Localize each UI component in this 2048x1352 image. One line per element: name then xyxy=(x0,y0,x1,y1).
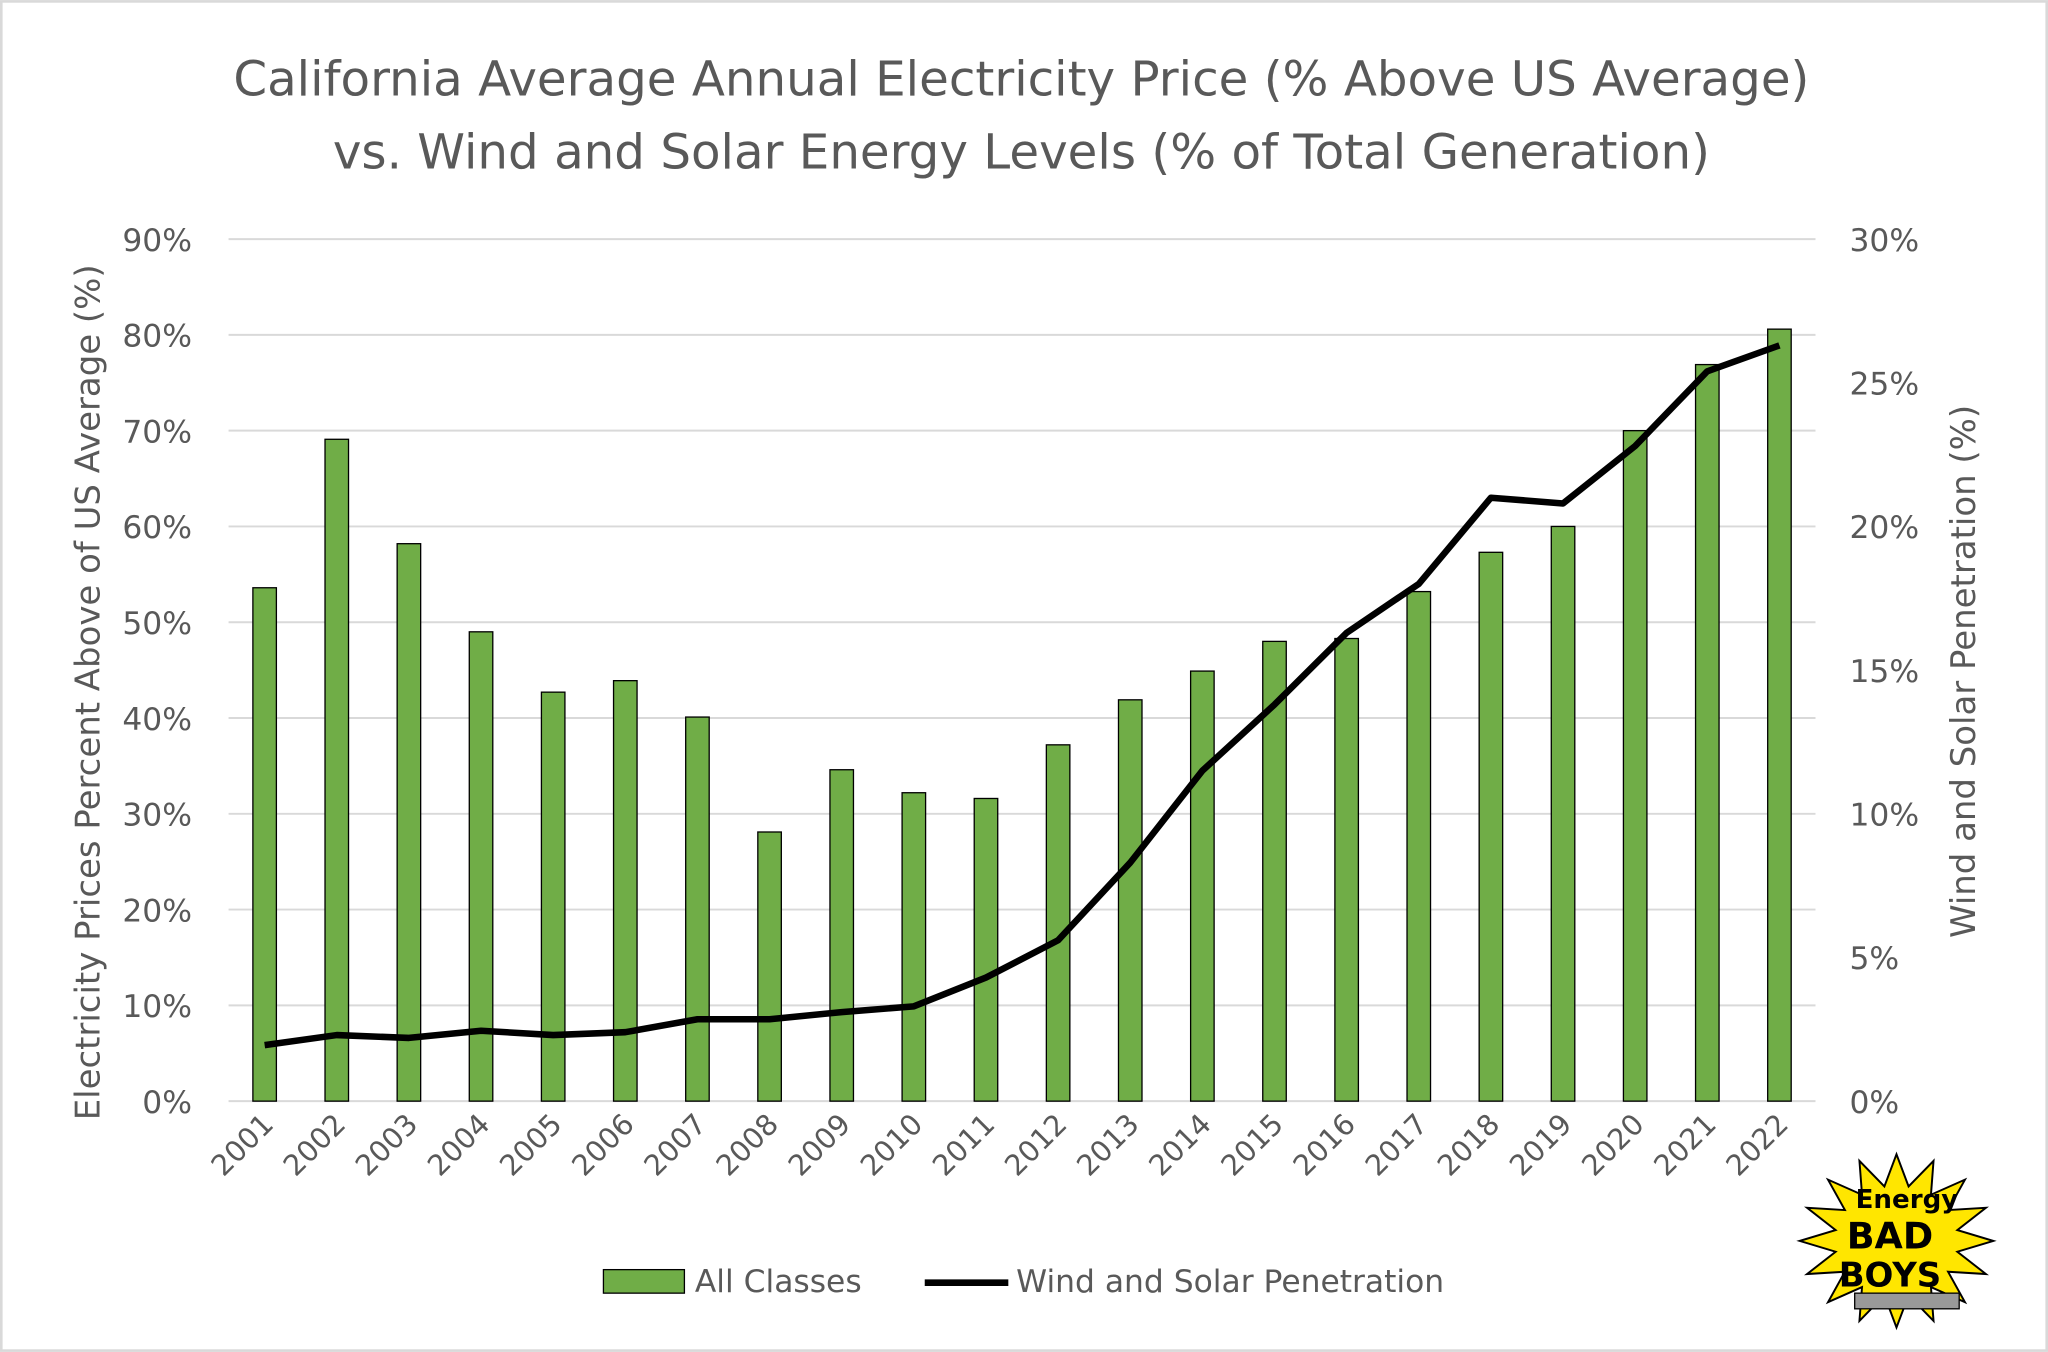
y2-tick-label: 15% xyxy=(1849,654,1919,690)
svg-text:BOYS: BOYS xyxy=(1839,1256,1942,1296)
bar-2007 xyxy=(685,716,710,1102)
y-tick-label: 0% xyxy=(142,1085,192,1121)
bar-2003 xyxy=(396,543,422,1102)
y-tick-label: 90% xyxy=(122,223,192,259)
bar-2010 xyxy=(901,792,927,1102)
bar-2004 xyxy=(468,631,494,1102)
bar-2013 xyxy=(1117,699,1143,1102)
bar-2014 xyxy=(1189,670,1215,1102)
y-tick-label: 60% xyxy=(122,510,192,546)
bar-2018 xyxy=(1478,551,1504,1102)
bar-2020 xyxy=(1622,430,1648,1102)
bar-2006 xyxy=(612,680,638,1102)
y-tick-label: 80% xyxy=(122,319,192,355)
bar-2015 xyxy=(1262,640,1287,1102)
y2-tick-label: 5% xyxy=(1849,941,1899,977)
bar-2022 xyxy=(1767,328,1792,1102)
y2-tick-label: 10% xyxy=(1849,798,1919,834)
line-series xyxy=(264,342,1781,1049)
y-tick-label: 30% xyxy=(122,798,192,834)
legend-label-bars: All Classes xyxy=(695,1264,862,1300)
legend: All Classes Wind and Solar Penetration xyxy=(602,1264,1444,1300)
svg-text:BAD: BAD xyxy=(1847,1215,1934,1258)
y2-tick-label: 25% xyxy=(1849,367,1919,403)
y-tick-label: 10% xyxy=(122,989,192,1025)
svg-text:Energy: Energy xyxy=(1856,1185,1959,1215)
y2-tick-label: 30% xyxy=(1849,223,1919,259)
y-axis-label: Electricity Prices Percent Above of US A… xyxy=(68,264,108,1120)
bar-2021 xyxy=(1694,363,1720,1102)
chart-title-line1: California Average Annual Electricity Pr… xyxy=(233,51,1809,107)
chart-title-line2: vs. Wind and Solar Energy Levels (% of T… xyxy=(333,125,1710,181)
y2-tick-label: 0% xyxy=(1849,1085,1899,1121)
bar-2011 xyxy=(973,797,999,1102)
legend-label-line: Wind and Solar Penetration xyxy=(1016,1264,1444,1300)
legend-swatch-bars xyxy=(602,1268,686,1294)
bar-2002 xyxy=(324,438,350,1102)
y-tick-label: 40% xyxy=(122,702,192,738)
bar-2016 xyxy=(1334,637,1360,1102)
y2-axis-label: Wind and Solar Penetration (%) xyxy=(1944,405,1984,938)
bar-2019 xyxy=(1550,525,1576,1102)
bar-2005 xyxy=(540,691,566,1102)
y2-tick-label: 20% xyxy=(1849,510,1919,546)
bar-2012 xyxy=(1045,744,1071,1102)
bar-2017 xyxy=(1406,590,1432,1102)
bar-2008 xyxy=(757,831,782,1102)
y-tick-label: 20% xyxy=(122,893,192,929)
energy-bad-boys-logo: Energy BAD BOYS xyxy=(1796,1151,1997,1331)
bar-2009 xyxy=(829,769,855,1102)
y-tick-label: 70% xyxy=(122,414,192,450)
bar-2001 xyxy=(252,587,278,1102)
y-tick-label: 50% xyxy=(122,606,192,642)
